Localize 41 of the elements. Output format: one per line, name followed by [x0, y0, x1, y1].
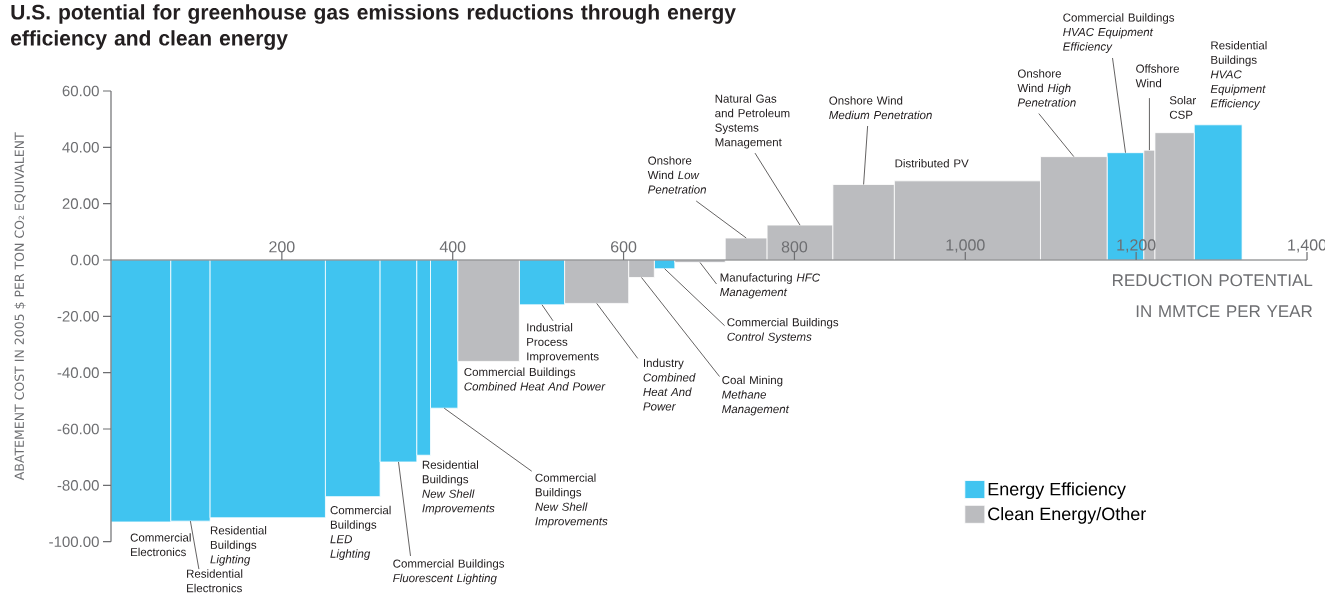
annotation: Solar CSP: [1169, 95, 1196, 119]
x-axis-title: REDUCTION POTENTIAL IN MMTCE PER YEAR: [1113, 274, 1313, 318]
y-tick-label: -100.00: [49, 536, 99, 547]
y-tick-label: 40.00: [62, 142, 99, 153]
annotation: Residential Buildings New Shell Improvements: [422, 460, 495, 515]
annotation: Onshore Wind Low Penetration: [647, 156, 706, 194]
annotation: Industrial Process Improvements: [527, 323, 599, 363]
annotation: Residential Electronics: [187, 569, 243, 593]
x-tick-label: 1,000: [946, 239, 985, 253]
y-axis-title: ABATEMENT COST IN 2005 $ PER TON CO₂ EQUIVALENT: [14, 132, 26, 481]
annotation: Onshore Wind Medium Penetration: [829, 96, 932, 120]
annotation: Onshore Wind High Penetration: [1017, 69, 1076, 107]
legend-label: Energy Efficiency: [988, 482, 1126, 500]
y-tick-label: 0.00: [70, 254, 99, 266]
annotation: Residential Buildings Lighting: [210, 526, 267, 566]
y-tick-label: -40.00: [57, 367, 99, 378]
x-tick-label: 600: [611, 241, 637, 253]
x-tick-label: 800: [781, 241, 808, 253]
annotation: Commercial Buildings LED Lighting: [330, 505, 391, 561]
y-tick-label: -60.00: [57, 423, 99, 435]
annotation: Distributed PV: [895, 159, 969, 168]
legend-label: Clean Energy/Other: [988, 507, 1146, 524]
x-tick-label: 200: [269, 241, 295, 253]
annotation: Commercial Buildings Control Systems: [727, 317, 839, 344]
annotation: Natural Gas and Petroleum Systems Management: [715, 94, 790, 149]
y-tick-label: -20.00: [57, 311, 99, 322]
annotation: Commercial Buildings New Shell Improvements: [535, 473, 608, 528]
y-tick-label: 20.00: [62, 198, 99, 209]
y-tick-label: 60.00: [62, 85, 99, 97]
annotation: Residential Buildings HVAC Equipment Efficiency: [1210, 41, 1267, 110]
annotation: Commercial Buildings Fluorescent Lighting: [393, 559, 505, 585]
annotation: Industry Combined Heat And Power: [643, 358, 696, 411]
annotation: Coal Mining Methane Management: [722, 375, 790, 416]
annotation: Offshore Wind: [1135, 64, 1179, 88]
annotation: Commercial Buildings HVAC Equipment Efficiency: [1063, 13, 1175, 53]
chart-title: U.S. potential for greenhouse gas emissions reductions through energy efficiency and clean energy: [11, 4, 736, 50]
x-tick-label: 400: [439, 241, 466, 253]
annotation: Manufacturing HFC Management: [720, 273, 821, 299]
annotation: Commercial Buildings Combined Heat And Power: [464, 367, 606, 391]
annotation: Commercial Electronics: [130, 533, 191, 557]
y-tick-label: -80.00: [57, 480, 99, 491]
